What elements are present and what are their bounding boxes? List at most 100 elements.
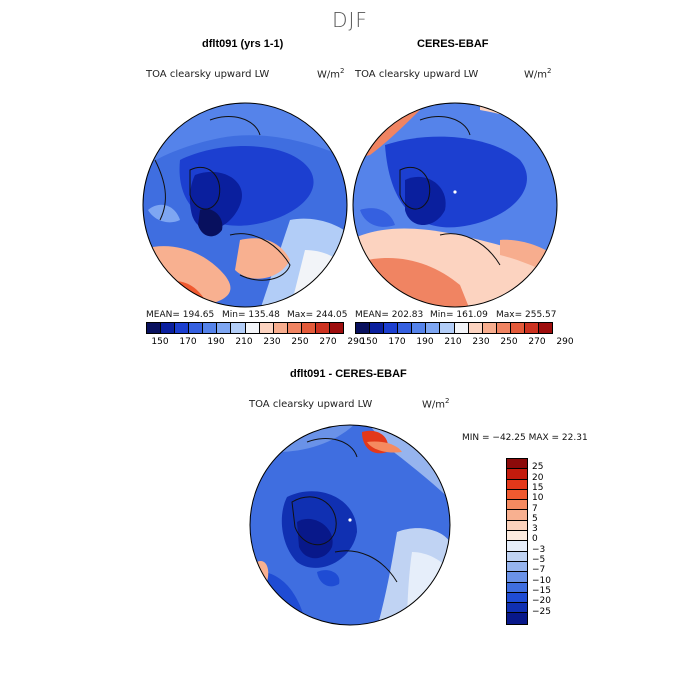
- panel3-title: dflt091 - CERES-EBAF: [290, 368, 407, 380]
- colorbar-tick-label: 230: [472, 337, 490, 347]
- colorbar-swatch: [384, 323, 399, 333]
- panel2-variable: TOA clearsky upward LW: [355, 69, 479, 80]
- panel3-minmax: MIN = −42.25 MAX = 22.31: [462, 433, 588, 443]
- colorbar-tick-label: 5: [532, 513, 538, 524]
- colorbar-tick-label: 290: [556, 337, 574, 347]
- colorbar-tick-label: 190: [207, 337, 225, 347]
- polar-map-model: [142, 102, 348, 308]
- colorbar-tick-label: 150: [360, 337, 378, 347]
- colorbar-ceres-ticks: 150 170 190 210 230 250 270 290: [355, 337, 573, 349]
- panel2-mean: MEAN= 202.83: [355, 310, 424, 320]
- colorbar-swatch: [507, 500, 527, 511]
- colorbar-tick-label: 250: [500, 337, 518, 347]
- colorbar-swatch: [370, 323, 385, 333]
- colorbar-swatch: [496, 323, 511, 333]
- colorbar-tick-label: −7: [532, 565, 546, 576]
- colorbar-tick-label: −10: [532, 575, 551, 586]
- colorbar-swatch: [524, 323, 540, 333]
- colorbar-tick-label: 10: [532, 493, 544, 504]
- colorbar-tick-label: −15: [532, 585, 551, 596]
- colorbar-swatch: [507, 459, 527, 470]
- panel1-units: W/m2: [317, 67, 345, 81]
- panel1-mean: MEAN= 194.65: [146, 310, 215, 320]
- colorbar-swatch: [507, 603, 527, 614]
- colorbar-tick-label: 170: [179, 337, 197, 347]
- colorbar-tick-label: 25: [532, 462, 544, 473]
- colorbar-swatch: [507, 572, 527, 583]
- colorbar-swatch: [147, 323, 162, 333]
- panel3-variable: TOA clearsky upward LW: [249, 399, 373, 410]
- colorbar-tick-label: 170: [388, 337, 406, 347]
- colorbar-tick-label: 7: [532, 503, 538, 514]
- colorbar-swatch: [189, 323, 204, 333]
- panel1-max: Max= 244.05: [287, 310, 348, 320]
- colorbar-swatch: [507, 541, 527, 552]
- colorbar-tick-label: 210: [235, 337, 253, 347]
- polar-map-ceres: [352, 102, 558, 308]
- colorbar-swatch: [426, 323, 441, 333]
- colorbar-swatch: [507, 561, 527, 573]
- colorbar-tick-label: −3: [532, 544, 546, 555]
- panel2-max: Max= 255.57: [496, 310, 557, 320]
- colorbar-swatch: [259, 323, 274, 333]
- colorbar-swatch: [507, 479, 527, 490]
- panel3-units: W/m2: [422, 397, 450, 411]
- colorbar-tick-label: −20: [532, 596, 551, 607]
- colorbar-tick-label: 0: [532, 534, 538, 545]
- panel2-min: Min= 161.09: [430, 310, 488, 320]
- colorbar-swatch: [315, 323, 331, 333]
- polar-map-difference: [249, 424, 451, 626]
- colorbar-swatch: [507, 582, 527, 593]
- colorbar-swatch: [175, 323, 190, 333]
- colorbar-swatch: [245, 323, 260, 333]
- colorbar-swatch: [440, 323, 455, 333]
- colorbar-swatch: [507, 489, 527, 501]
- season-title: DJF: [332, 8, 368, 32]
- colorbar-model-ticks: 150 170 190 210 230 250 270 290: [146, 337, 364, 349]
- panel1-title: dflt091 (yrs 1-1): [202, 38, 284, 50]
- colorbar-tick-label: 210: [444, 337, 462, 347]
- colorbar-tick-label: 15: [532, 482, 544, 493]
- colorbar-tick-label: 250: [291, 337, 309, 347]
- colorbar-tick-label: 270: [528, 337, 546, 347]
- colorbar-swatch: [507, 551, 527, 562]
- panel2-title: CERES-EBAF: [417, 38, 489, 50]
- panel2-units: W/m2: [524, 67, 552, 81]
- colorbar-swatch: [412, 323, 427, 333]
- colorbar-swatch: [539, 323, 553, 333]
- colorbar-tick-label: −5: [532, 555, 546, 565]
- colorbar-tick-label: 270: [319, 337, 337, 347]
- colorbar-tick-label: 3: [532, 524, 538, 535]
- colorbar-swatch: [161, 323, 176, 333]
- colorbar-tick-label: 230: [263, 337, 281, 347]
- colorbar-swatch: [356, 323, 371, 333]
- colorbar-swatch: [507, 592, 527, 604]
- colorbar-difference: [506, 458, 528, 625]
- colorbar-swatch: [454, 323, 469, 333]
- colorbar-swatch: [398, 323, 413, 333]
- colorbar-swatch: [507, 510, 527, 521]
- colorbar-swatch: [203, 323, 218, 333]
- colorbar-swatch: [507, 520, 527, 532]
- colorbar-difference-ticks: 25 20 15 10 7 5 3 0 −3 −5 −7 −10 −15 −20 −25: [532, 458, 572, 623]
- colorbar-swatch: [217, 323, 232, 333]
- colorbar-tick-label: 190: [416, 337, 434, 347]
- colorbar-swatch: [231, 323, 246, 333]
- colorbar-swatch: [510, 323, 525, 333]
- colorbar-swatch: [273, 323, 288, 333]
- colorbar-swatch: [482, 323, 497, 333]
- colorbar-model: [146, 322, 344, 334]
- colorbar-swatch: [287, 323, 302, 333]
- colorbar-swatch: [301, 323, 316, 333]
- panel1-variable: TOA clearsky upward LW: [146, 69, 270, 80]
- colorbar-swatch: [330, 323, 344, 333]
- colorbar-tick-label: 290: [347, 337, 365, 347]
- panel1-min: Min= 135.48: [222, 310, 280, 320]
- colorbar-swatch: [507, 613, 527, 624]
- colorbar-swatch: [507, 531, 527, 542]
- colorbar-swatch: [507, 469, 527, 480]
- colorbar-tick-label: 150: [151, 337, 169, 347]
- colorbar-ceres: [355, 322, 553, 334]
- colorbar-tick-label: 20: [532, 472, 544, 483]
- colorbar-swatch: [468, 323, 483, 333]
